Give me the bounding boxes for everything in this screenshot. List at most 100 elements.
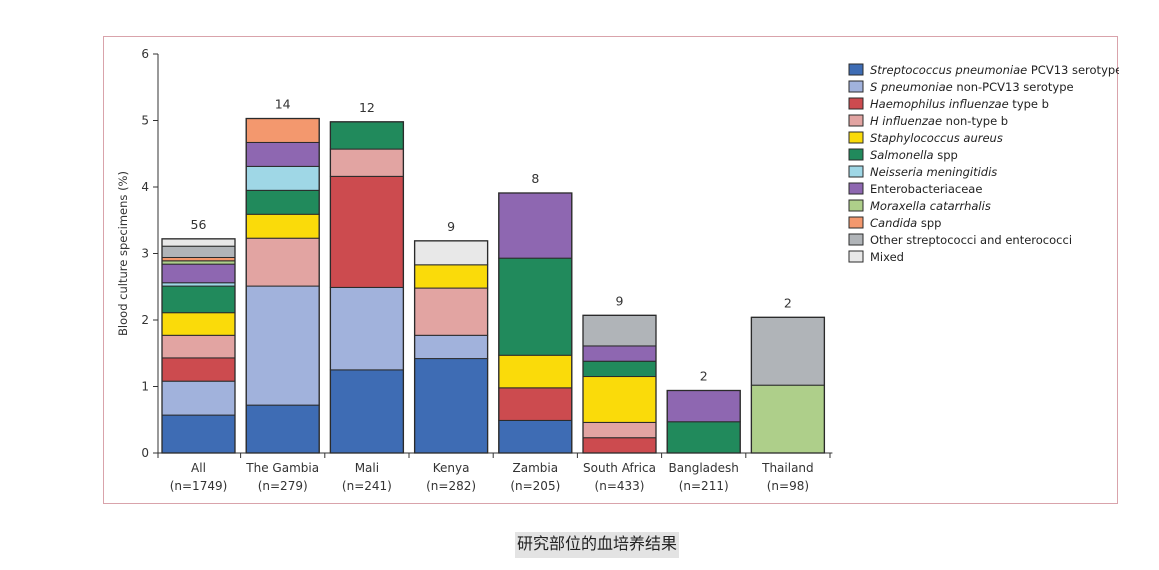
bar-segment-entero [582, 345, 657, 362]
legend-swatch-nonpcv13 [848, 80, 864, 93]
legend-label-nmen: Neisseria meningitidis [870, 165, 997, 179]
legend-label-salmonella: Salmonella spp [870, 148, 958, 162]
y-axis-label: Blood culture specimens (%) [116, 171, 130, 336]
bar-segment-salmonella [582, 360, 657, 378]
bar-segment-nonpcv13 [414, 334, 489, 360]
bar-outline [666, 389, 741, 454]
legend-swatch-otherstrep [848, 233, 864, 246]
x-tick-sublabel: (n=433) [595, 479, 645, 493]
legend-swatch-mixed [848, 250, 864, 263]
legend-swatch-moraxella [848, 199, 864, 212]
x-tick-sublabel: (n=279) [258, 479, 308, 493]
bar-segment-otherstrep [582, 314, 657, 347]
legend-label-saureus: Staphylococcus aureus [870, 131, 1003, 145]
bar-count-label: 14 [275, 97, 291, 112]
legend-swatch-entero [848, 182, 864, 195]
bar-count-label: 12 [359, 100, 375, 115]
x-tick-label: The Gambia [245, 461, 319, 475]
legend-label-moraxella: Moraxella catarrhalis [870, 199, 991, 213]
x-tick-label: Bangladesh [669, 461, 739, 475]
x-tick-label: Zambia [513, 461, 559, 475]
bar-segment-saureus [414, 264, 489, 289]
x-tick-sublabel: (n=98) [767, 479, 809, 493]
bar-segment-otherstrep [161, 245, 236, 258]
bar-segment-nonpcv13 [245, 285, 320, 406]
bar-segment-hib [329, 175, 404, 288]
x-tick-sublabel: (n=241) [342, 479, 392, 493]
bar-segment-nmen [245, 165, 320, 191]
legend-label-hi-nontype-b: H influenzae non-type b [870, 114, 1008, 128]
x-tick-label: Kenya [433, 461, 470, 475]
x-tick-sublabel: (n=282) [426, 479, 476, 493]
bar-count-label: 56 [191, 217, 207, 232]
bar-segment-salmonella [666, 421, 741, 454]
bar-outline [161, 238, 236, 454]
bar-count-label: 2 [784, 295, 792, 310]
bar-segment-nonpcv13 [329, 286, 404, 371]
bar-segment-entero [161, 263, 236, 284]
legend-label-nonpcv13: S pneumoniae non-PCV13 serotype [870, 80, 1074, 94]
legend-swatch-nmen [848, 165, 864, 178]
legend-swatch-salmonella [848, 148, 864, 161]
legend-label-hib: Haemophilus influenzae type b [870, 97, 1049, 111]
bar-outline [750, 316, 826, 454]
bar-segment-entero [498, 192, 573, 259]
bar-segment-hi-nontype-b [582, 421, 657, 439]
bar-segment-entero [245, 141, 320, 167]
bar-segment-hib [498, 387, 573, 421]
bar-outline [498, 192, 573, 454]
bar-outline [245, 117, 320, 454]
legend-swatch-saureus [848, 131, 864, 144]
x-tick-sublabel: (n=1749) [170, 479, 228, 493]
x-tick-label: Thailand [761, 461, 814, 475]
x-tick-label: Mali [355, 461, 379, 475]
x-tick-sublabel: (n=205) [510, 479, 560, 493]
legend-swatch-hi-nontype-b [848, 114, 864, 127]
y-tick-label: 6 [141, 47, 149, 61]
x-tick-label: All [191, 461, 206, 475]
bar-segment-hi-nontype-b [329, 148, 404, 177]
bar-segment-mixed [414, 240, 489, 266]
bar-segment-hib [582, 437, 657, 454]
bar-segment-pcv13 [498, 419, 573, 454]
figure-caption: 研究部位的血培养结果 [515, 532, 680, 558]
y-tick-label: 1 [141, 380, 149, 394]
legend-label-entero: Enterobacteriaceae [870, 182, 982, 196]
y-tick-label: 0 [141, 446, 149, 460]
x-tick-sublabel: (n=211) [679, 479, 729, 493]
bar-segment-candida [245, 118, 320, 143]
chart-frame: 0 1 2 3 4 5 6 Blood culture specimens (%) 56 All(… [103, 36, 1119, 504]
bar-segment-salmonella [498, 257, 573, 356]
legend-swatch-hib [848, 97, 864, 110]
bar-segment-saureus [161, 312, 236, 336]
bar-segment-otherstrep [750, 316, 825, 386]
bar-outline [413, 240, 489, 454]
bar-segment-hi-nontype-b [161, 334, 236, 359]
bar-segment-moraxella [750, 384, 825, 454]
bar-segment-salmonella [329, 121, 404, 150]
y-tick-label: 2 [141, 313, 149, 327]
bar-segment-pcv13 [161, 414, 236, 454]
legend-label-pcv13: Streptococcus pneumoniae PCV13 serotype [870, 63, 1119, 77]
y-tick-label: 5 [141, 114, 149, 128]
legend-label-otherstrep: Other streptococci and enterococci [870, 233, 1072, 247]
bar-count-label: 8 [531, 171, 539, 186]
bar-outline [329, 121, 405, 454]
bar-segment-hi-nontype-b [414, 287, 489, 336]
bar-segment-salmonella [161, 285, 236, 314]
bar-segment-hib [161, 357, 236, 382]
bar-segment-entero [666, 389, 741, 423]
bar-count-label: 9 [616, 293, 624, 308]
bar-count-label: 9 [447, 219, 455, 234]
legend-swatch-candida [848, 216, 864, 229]
y-tick-label: 3 [141, 247, 149, 261]
bar-segment-salmonella [245, 189, 320, 215]
bar-segment-mixed [161, 238, 236, 247]
bar-outline [582, 314, 657, 454]
bar-segment-saureus [498, 354, 573, 389]
bar-segment-saureus [245, 213, 320, 239]
bar-count-label: 2 [700, 368, 708, 383]
bar-segment-pcv13 [245, 404, 320, 454]
bar-segment-nonpcv13 [161, 380, 236, 416]
